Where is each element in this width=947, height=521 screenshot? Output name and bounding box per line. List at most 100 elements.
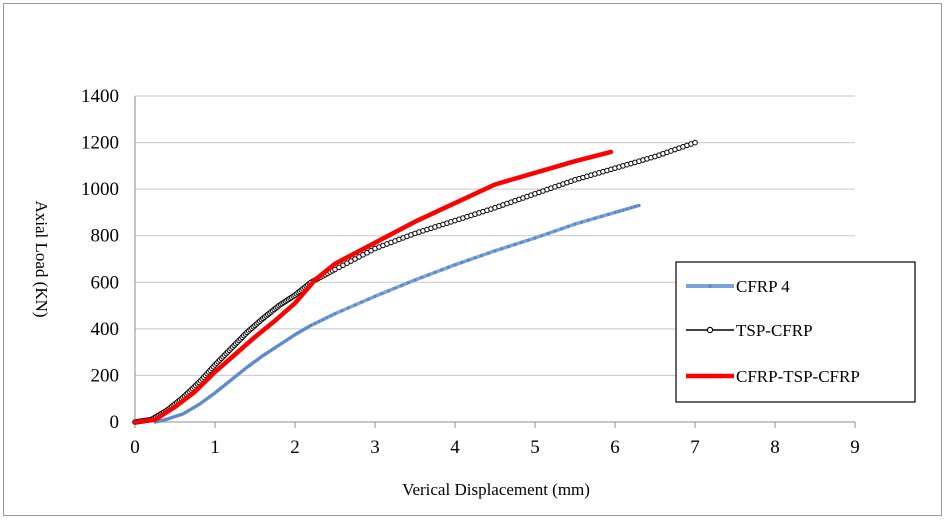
- data-point: [453, 263, 457, 267]
- data-point: [600, 214, 604, 218]
- data-point: [232, 376, 236, 380]
- data-point: [325, 316, 329, 320]
- data-point: [317, 319, 321, 324]
- data-point: [633, 205, 637, 209]
- data-point: [200, 400, 204, 405]
- data-point: [621, 208, 625, 212]
- data-point: [540, 234, 544, 238]
- data-point: [304, 326, 308, 331]
- x-tick-label: 8: [770, 437, 780, 458]
- data-point: [346, 306, 350, 310]
- data-point: [296, 331, 300, 335]
- y-axis-title: Axial Load (KN): [32, 200, 51, 317]
- data-point: [526, 238, 530, 242]
- data-point: [486, 251, 490, 255]
- x-tick-label: 1: [210, 437, 220, 458]
- data-point: [625, 207, 629, 211]
- data-point: [329, 314, 333, 318]
- data-point: [237, 372, 241, 376]
- data-point: [400, 283, 404, 287]
- data-point: [256, 357, 260, 362]
- data-point: [580, 220, 584, 224]
- data-point: [533, 236, 537, 240]
- data-point: [194, 404, 198, 408]
- data-point: [566, 224, 570, 228]
- data-point: [168, 416, 172, 420]
- data-point: [184, 410, 188, 414]
- data-point: [189, 407, 193, 411]
- data-point: [446, 265, 450, 269]
- y-tick-label: 800: [91, 226, 120, 247]
- data-point: [593, 216, 597, 220]
- data-point: [229, 378, 233, 382]
- data-point: [340, 309, 344, 313]
- data-point: [586, 218, 590, 222]
- data-point: [306, 325, 310, 329]
- y-tick-label: 600: [91, 272, 120, 293]
- data-point: [216, 389, 220, 393]
- data-point: [240, 369, 244, 374]
- data-point: [386, 289, 390, 293]
- x-tick-label: 3: [370, 437, 380, 458]
- data-point: [261, 354, 265, 358]
- data-point: [466, 258, 470, 262]
- data-point: [500, 247, 504, 251]
- data-point: [460, 260, 464, 265]
- data-point: [165, 417, 169, 421]
- data-point: [393, 286, 397, 290]
- data-point: [234, 374, 238, 378]
- data-point: [546, 231, 550, 235]
- y-tick-label: 1200: [81, 133, 119, 154]
- data-point: [380, 291, 384, 296]
- data-point: [269, 348, 273, 352]
- legend: CFRP 4 TSP-CFRP CFRP-TSP-CFRP: [675, 261, 916, 403]
- data-point: [360, 300, 364, 304]
- data-point: [473, 256, 477, 260]
- series-cfrp-4: [153, 203, 641, 424]
- x-tick-label: 4: [450, 437, 460, 458]
- data-point: [573, 222, 577, 226]
- data-point: [290, 334, 294, 339]
- data-point: [309, 323, 313, 327]
- data-point: [274, 345, 278, 349]
- data-point: [433, 270, 437, 274]
- x-tick-label: 9: [850, 437, 860, 458]
- data-point: [373, 294, 377, 298]
- data-point: [366, 297, 370, 301]
- legend-item: CFRP-TSP-CFRP: [686, 367, 860, 386]
- data-point: [280, 341, 284, 346]
- data-point: [520, 240, 524, 244]
- data-point: [606, 212, 610, 216]
- x-tick-label: 2: [290, 437, 300, 458]
- data-point: [617, 209, 621, 213]
- legend-marker: [708, 284, 712, 288]
- data-point: [208, 395, 212, 399]
- data-point: [253, 359, 257, 364]
- data-point: [176, 414, 180, 418]
- data-point: [493, 249, 497, 253]
- legend-item: TSP-CFRP: [686, 321, 813, 340]
- data-point: [506, 244, 510, 249]
- data-point: [202, 399, 206, 403]
- data-point: [420, 275, 424, 280]
- data-point: [301, 328, 305, 332]
- data-point: [242, 367, 246, 372]
- data-point: [272, 347, 276, 351]
- data-point: [285, 338, 289, 342]
- x-tick-label: 7: [690, 437, 700, 458]
- data-point: [637, 203, 641, 208]
- data-point: [480, 253, 484, 258]
- data-point: [406, 281, 410, 285]
- data-point: [288, 336, 292, 340]
- data-point: [266, 350, 270, 354]
- y-tick-label: 0: [110, 412, 120, 433]
- data-point: [353, 303, 357, 307]
- data-point: [440, 268, 444, 272]
- data-point: [170, 415, 174, 420]
- data-point: [221, 384, 225, 389]
- data-point: [224, 382, 228, 386]
- data-point: [258, 355, 262, 360]
- data-point: [629, 206, 633, 210]
- data-point: [205, 397, 209, 401]
